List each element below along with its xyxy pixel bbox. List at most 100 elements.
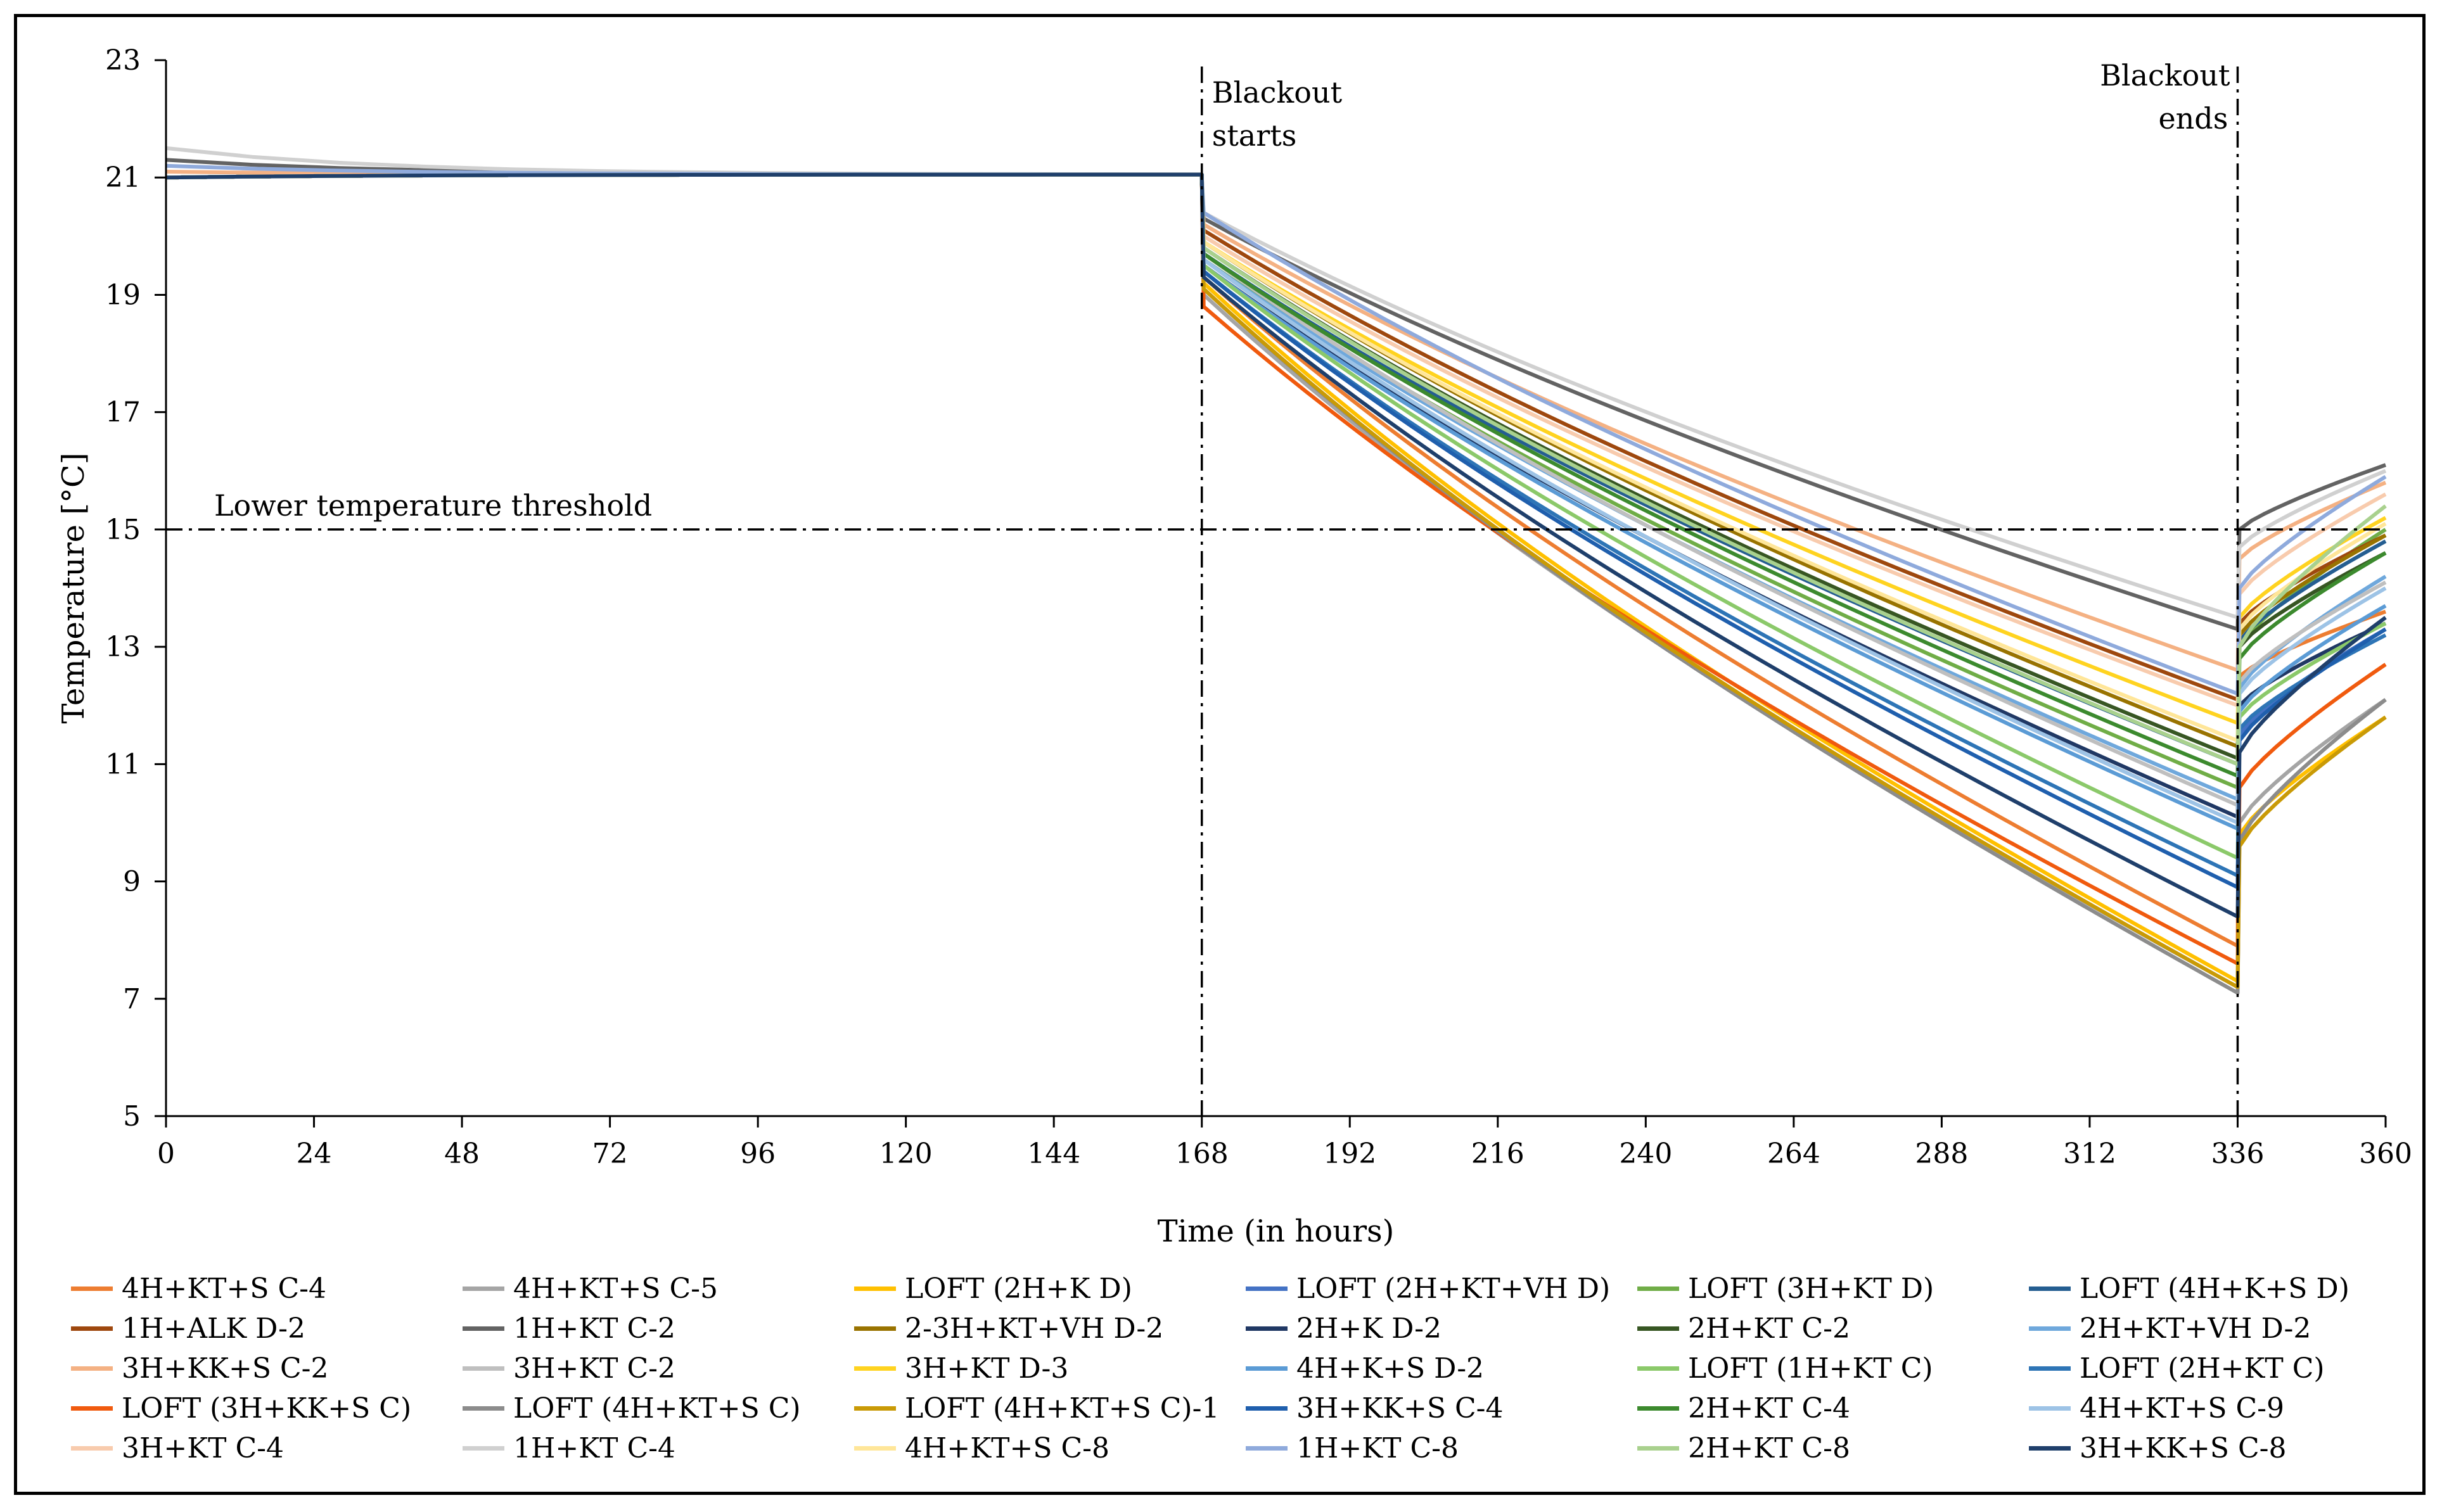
legend-swatch <box>463 1366 504 1371</box>
legend-item: 2H+K D-2 <box>1246 1309 1442 1348</box>
legend-item: 1H+KT C-2 <box>463 1309 675 1348</box>
y-tick-label: 15 <box>105 514 141 546</box>
legend-label: LOFT (3H+KT D) <box>1688 1272 1934 1305</box>
legend-item: 4H+KT+S C-9 <box>2029 1388 2284 1428</box>
legend-item: 3H+KT C-4 <box>71 1428 284 1468</box>
legend-label: 2H+KT C-4 <box>1688 1392 1850 1425</box>
legend-label: 4H+KT+S C-5 <box>513 1272 718 1305</box>
x-tick-label: 120 <box>879 1138 933 1170</box>
x-tick-label: 144 <box>1027 1138 1080 1170</box>
legend-swatch <box>1246 1286 1288 1291</box>
legend-label: LOFT (4H+K+S D) <box>2080 1272 2349 1305</box>
legend-item: 3H+KT D-3 <box>854 1349 1068 1388</box>
legend-item: LOFT (4H+K+S D) <box>2029 1269 2349 1308</box>
legend-swatch <box>1637 1406 1679 1411</box>
legend-swatch <box>2029 1286 2071 1291</box>
legend-item: 4H+KT+S C-4 <box>71 1269 326 1308</box>
legend-swatch <box>1246 1406 1288 1411</box>
annotations: Lower temperature threshold Blackout sta… <box>214 58 2230 523</box>
legend-swatch <box>1246 1326 1288 1331</box>
legend-swatch <box>2029 1406 2071 1411</box>
y-tick-label: 21 <box>105 162 141 194</box>
x-tick-label: 96 <box>740 1138 776 1170</box>
legend-swatch <box>1637 1286 1679 1291</box>
legend-label: LOFT (4H+KT+S C) <box>513 1392 801 1425</box>
legend-item: LOFT (2H+KT C) <box>2029 1349 2325 1388</box>
legend-swatch <box>71 1366 113 1371</box>
y-tick-label: 5 <box>123 1100 141 1133</box>
chart-frame <box>14 14 2426 1495</box>
legend-label: 2H+KT C-2 <box>1688 1312 1850 1345</box>
legend-swatch <box>854 1366 896 1371</box>
legend-swatch <box>1637 1326 1679 1331</box>
legend-swatch <box>1246 1366 1288 1371</box>
series-line-25 <box>165 146 2387 619</box>
legend: 4H+KT+S C-4 4H+KT+S C-5 LOFT (2H+K D) LOFT … <box>71 1269 2415 1484</box>
legend-label: 3H+KK+S C-8 <box>2080 1432 2287 1464</box>
y-tick-label: 23 <box>105 44 141 77</box>
x-tick-label: 48 <box>444 1138 480 1170</box>
y-tick-label: 17 <box>105 397 141 429</box>
legend-swatch <box>71 1445 113 1451</box>
legend-label: 4H+KT+S C-9 <box>2080 1392 2284 1425</box>
series-line-27 <box>165 163 2387 696</box>
x-tick-label: 24 <box>297 1138 332 1170</box>
y-tick-label: 9 <box>123 866 141 898</box>
blackout-starts-label-line2: starts <box>1212 118 1297 153</box>
series-line-28 <box>165 172 2387 766</box>
y-tick-label: 11 <box>105 748 141 780</box>
legend-item: LOFT (1H+KT C) <box>1637 1349 1933 1388</box>
legend-item: 3H+KK+S C-4 <box>1246 1388 1504 1428</box>
legend-item: 3H+KT C-2 <box>463 1349 675 1388</box>
y-tick-label: 19 <box>105 279 141 311</box>
legend-swatch <box>463 1326 504 1331</box>
legend-item: 2H+KT+VH D-2 <box>2029 1309 2311 1348</box>
legend-label: LOFT (2H+KT+VH D) <box>1296 1272 1611 1305</box>
legend-item: 4H+KT+S C-8 <box>854 1428 1109 1468</box>
legend-label: 2H+KT C-8 <box>1688 1432 1850 1464</box>
legend-item: LOFT (4H+KT+S C)-1 <box>854 1388 1219 1428</box>
legend-item: LOFT (3H+KK+S C) <box>71 1388 411 1428</box>
legend-item: 1H+ALK D-2 <box>71 1309 305 1348</box>
legend-label: 3H+KT C-2 <box>513 1352 675 1385</box>
legend-label: 3H+KK+S C-2 <box>122 1352 329 1385</box>
x-tick-label: 336 <box>2211 1138 2264 1170</box>
y-tick-label: 13 <box>105 631 141 663</box>
legend-label: 4H+K+S D-2 <box>1296 1352 1485 1385</box>
legend-item: 1H+KT C-8 <box>1246 1428 1459 1468</box>
legend-label: 1H+KT C-4 <box>513 1432 675 1464</box>
x-axis-title: Time (in hours) <box>1158 1214 1395 1249</box>
legend-swatch <box>854 1445 896 1451</box>
blackout-ends-label-line2: ends <box>2158 101 2228 136</box>
legend-item: 3H+KK+S C-2 <box>71 1349 329 1388</box>
series-line-29 <box>165 172 2387 919</box>
x-tick-label: 216 <box>1471 1138 1525 1170</box>
legend-item: 4H+KT+S C-5 <box>463 1269 718 1308</box>
legend-label: 3H+KT D-3 <box>905 1352 1069 1385</box>
legend-swatch <box>2029 1445 2071 1451</box>
x-tick-label: 0 <box>157 1138 175 1170</box>
legend-label: 4H+KT+S C-8 <box>905 1432 1109 1464</box>
legend-swatch <box>1637 1366 1679 1371</box>
legend-label: 3H+KT C-4 <box>122 1432 284 1464</box>
axes-layer: 5 7 9 11 13 15 17 19 21 23 0 24 48 72 96 120 144 168 192 21… <box>105 44 2412 1170</box>
threshold-label: Lower temperature threshold <box>214 488 652 523</box>
legend-item: LOFT (2H+K D) <box>854 1269 1132 1308</box>
legend-label: 3H+KK+S C-4 <box>1296 1392 1504 1425</box>
legend-item: 2-3H+KT+VH D-2 <box>854 1309 1163 1348</box>
legend-label: LOFT (4H+KT+S C)-1 <box>905 1392 1220 1425</box>
legend-swatch <box>1246 1445 1288 1451</box>
legend-label: 1H+ALK D-2 <box>122 1312 306 1345</box>
x-tick-label: 312 <box>2063 1138 2116 1170</box>
x-tick-label: 192 <box>1323 1138 1376 1170</box>
legend-item: 1H+KT C-4 <box>463 1428 675 1468</box>
legend-item: 3H+KK+S C-8 <box>2029 1428 2287 1468</box>
legend-swatch <box>463 1286 504 1291</box>
x-tick-label: 288 <box>1915 1138 1968 1170</box>
x-tick-label: 168 <box>1175 1138 1229 1170</box>
legend-label: 1H+KT C-2 <box>513 1312 675 1345</box>
legend-item: 2H+KT C-8 <box>1637 1428 1850 1468</box>
legend-label: 2H+KT+VH D-2 <box>2080 1312 2311 1345</box>
legend-swatch <box>854 1286 896 1291</box>
